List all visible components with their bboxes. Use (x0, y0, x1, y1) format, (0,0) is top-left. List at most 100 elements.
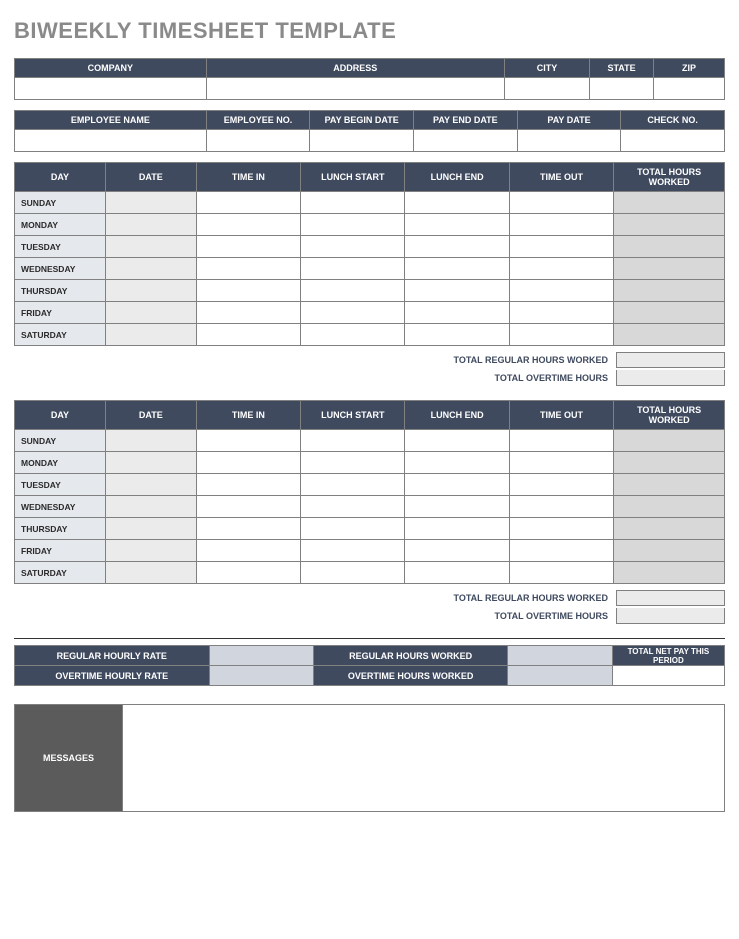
time-cell[interactable] (301, 236, 405, 258)
time-cell[interactable] (196, 518, 300, 540)
week1-regular-value[interactable] (616, 352, 725, 368)
time-cell[interactable] (509, 540, 613, 562)
time-cell[interactable] (301, 518, 405, 540)
time-cell[interactable] (509, 562, 613, 584)
time-cell[interactable] (405, 214, 509, 236)
overtime-rate-value[interactable] (209, 666, 313, 686)
total-hours-cell[interactable] (614, 540, 725, 562)
regular-rate-value[interactable] (209, 646, 313, 666)
employee-cell[interactable] (621, 130, 725, 152)
time-cell[interactable] (509, 236, 613, 258)
date-cell[interactable] (105, 324, 196, 346)
time-cell[interactable] (196, 214, 300, 236)
time-cell[interactable] (405, 192, 509, 214)
time-cell[interactable] (301, 324, 405, 346)
date-cell[interactable] (105, 302, 196, 324)
time-cell[interactable] (509, 452, 613, 474)
time-cell[interactable] (509, 430, 613, 452)
time-cell[interactable] (196, 302, 300, 324)
total-hours-cell[interactable] (614, 474, 725, 496)
employee-cell[interactable] (414, 130, 518, 152)
time-cell[interactable] (301, 258, 405, 280)
time-cell[interactable] (301, 192, 405, 214)
time-cell[interactable] (405, 518, 509, 540)
time-cell[interactable] (509, 258, 613, 280)
time-cell[interactable] (196, 324, 300, 346)
total-hours-cell[interactable] (614, 280, 725, 302)
company-cell[interactable] (15, 78, 207, 100)
time-cell[interactable] (196, 236, 300, 258)
time-cell[interactable] (301, 540, 405, 562)
time-cell[interactable] (196, 192, 300, 214)
time-cell[interactable] (301, 214, 405, 236)
employee-cell[interactable] (15, 130, 207, 152)
date-cell[interactable] (105, 258, 196, 280)
time-cell[interactable] (405, 280, 509, 302)
date-cell[interactable] (105, 236, 196, 258)
week2-regular-value[interactable] (616, 590, 725, 606)
time-cell[interactable] (196, 258, 300, 280)
time-cell[interactable] (196, 430, 300, 452)
time-cell[interactable] (509, 518, 613, 540)
date-cell[interactable] (105, 214, 196, 236)
time-cell[interactable] (509, 474, 613, 496)
time-cell[interactable] (405, 236, 509, 258)
time-cell[interactable] (405, 474, 509, 496)
time-cell[interactable] (196, 540, 300, 562)
time-cell[interactable] (509, 280, 613, 302)
company-cell[interactable] (206, 78, 504, 100)
date-cell[interactable] (105, 474, 196, 496)
week1-overtime-value[interactable] (616, 370, 725, 386)
time-cell[interactable] (196, 474, 300, 496)
date-cell[interactable] (105, 192, 196, 214)
total-hours-cell[interactable] (614, 214, 725, 236)
time-cell[interactable] (196, 562, 300, 584)
time-cell[interactable] (405, 496, 509, 518)
time-cell[interactable] (301, 302, 405, 324)
total-hours-cell[interactable] (614, 518, 725, 540)
date-cell[interactable] (105, 496, 196, 518)
total-hours-cell[interactable] (614, 496, 725, 518)
time-cell[interactable] (405, 258, 509, 280)
company-cell[interactable] (653, 78, 724, 100)
total-hours-cell[interactable] (614, 302, 725, 324)
total-hours-cell[interactable] (614, 452, 725, 474)
messages-body[interactable] (122, 704, 725, 812)
company-cell[interactable] (590, 78, 654, 100)
date-cell[interactable] (105, 562, 196, 584)
time-cell[interactable] (196, 496, 300, 518)
time-cell[interactable] (509, 302, 613, 324)
date-cell[interactable] (105, 430, 196, 452)
time-cell[interactable] (301, 474, 405, 496)
time-cell[interactable] (301, 452, 405, 474)
time-cell[interactable] (509, 324, 613, 346)
net-pay-value[interactable] (612, 666, 724, 686)
date-cell[interactable] (105, 280, 196, 302)
employee-cell[interactable] (206, 130, 310, 152)
time-cell[interactable] (509, 496, 613, 518)
total-hours-cell[interactable] (614, 324, 725, 346)
total-hours-cell[interactable] (614, 562, 725, 584)
total-hours-cell[interactable] (614, 192, 725, 214)
time-cell[interactable] (509, 214, 613, 236)
date-cell[interactable] (105, 540, 196, 562)
employee-cell[interactable] (517, 130, 621, 152)
time-cell[interactable] (196, 280, 300, 302)
time-cell[interactable] (405, 302, 509, 324)
time-cell[interactable] (405, 562, 509, 584)
time-cell[interactable] (405, 452, 509, 474)
regular-hours-value[interactable] (508, 646, 612, 666)
time-cell[interactable] (301, 430, 405, 452)
time-cell[interactable] (301, 280, 405, 302)
company-cell[interactable] (504, 78, 589, 100)
employee-cell[interactable] (310, 130, 414, 152)
date-cell[interactable] (105, 452, 196, 474)
date-cell[interactable] (105, 518, 196, 540)
time-cell[interactable] (509, 192, 613, 214)
time-cell[interactable] (405, 540, 509, 562)
week2-overtime-value[interactable] (616, 608, 725, 624)
total-hours-cell[interactable] (614, 430, 725, 452)
time-cell[interactable] (301, 562, 405, 584)
time-cell[interactable] (196, 452, 300, 474)
overtime-hours-value[interactable] (508, 666, 612, 686)
